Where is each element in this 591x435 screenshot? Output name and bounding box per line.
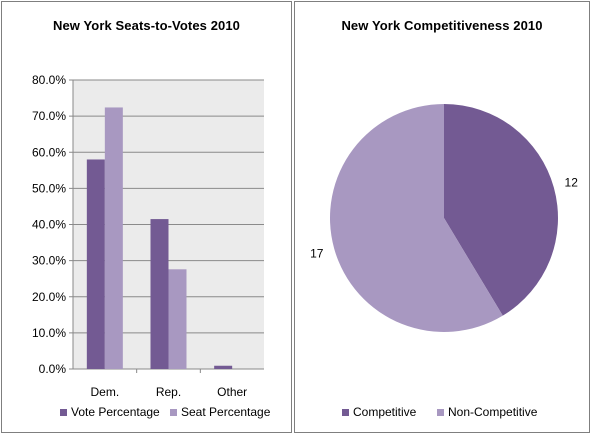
seats-to-votes-chart-title: New York Seats-to-Votes 2010 xyxy=(52,18,241,33)
pie-slice-competitive xyxy=(444,104,558,316)
y-tick-label: 40.0% xyxy=(32,218,66,232)
bar-seat-percentage-dem xyxy=(104,107,123,369)
bar-vote-percentage-rep xyxy=(150,219,169,369)
seats-to-votes-chart-panel: New York Seats-to-Votes 2010 0.0% 10.0% 20… xyxy=(1,1,292,433)
x-tick-label: Dem. xyxy=(90,385,119,399)
y-tick-label: 10.0% xyxy=(32,326,66,340)
legend-label-vote-percentage: Vote Percentage xyxy=(71,405,160,419)
y-tick-label: 0.0% xyxy=(39,362,67,376)
legend-item-seat-percentage: Seat Percentage xyxy=(170,405,270,419)
legend-swatch-non-competitive xyxy=(437,408,444,416)
legend-label-competitive: Competitive xyxy=(353,405,417,419)
bar-seat-percentage-rep xyxy=(168,269,187,369)
legend-label-seat-percentage: Seat Percentage xyxy=(181,405,271,419)
y-tick-label: 60.0% xyxy=(32,145,66,159)
legend-swatch-competitive xyxy=(342,408,349,416)
pie-data-label-non-competitive: 17 xyxy=(310,246,324,260)
y-tick-label: 80.0% xyxy=(32,73,66,87)
competitiveness-chart-title: New York Competitiveness 2010 xyxy=(341,18,543,33)
y-tick-label: 20.0% xyxy=(32,290,66,304)
y-tick-label: 70.0% xyxy=(32,109,66,123)
y-tick-label: 30.0% xyxy=(32,254,66,268)
bar-chart: 0.0% 10.0% 20.0% 30.0% 40.0% 50.0% 60.0% 70.0% 8… xyxy=(32,73,264,399)
legend-label-non-competitive: Non-Competitive xyxy=(448,405,538,419)
pie-slice-non-competitive xyxy=(329,104,503,332)
legend-item-non-competitive: Non-Competitive xyxy=(437,405,537,419)
legend-swatch-vote-percentage xyxy=(60,408,67,416)
legend-item-competitive: Competitive xyxy=(342,405,416,419)
pie-chart: 12 17 xyxy=(310,104,579,332)
x-tick-label: Other xyxy=(217,385,247,399)
bar-vote-percentage-dem xyxy=(86,159,105,369)
legend-swatch-seat-percentage xyxy=(170,408,177,416)
bar-vote-percentage-other xyxy=(214,365,233,369)
pie-data-label-competitive: 12 xyxy=(565,176,579,190)
y-tick-label: 50.0% xyxy=(32,181,66,195)
x-tick-label: Rep. xyxy=(156,385,181,399)
legend-item-vote-percentage: Vote Percentage xyxy=(60,405,160,419)
competitiveness-chart-panel: New York Competitiveness 2010 12 17 Compe… xyxy=(294,1,590,433)
